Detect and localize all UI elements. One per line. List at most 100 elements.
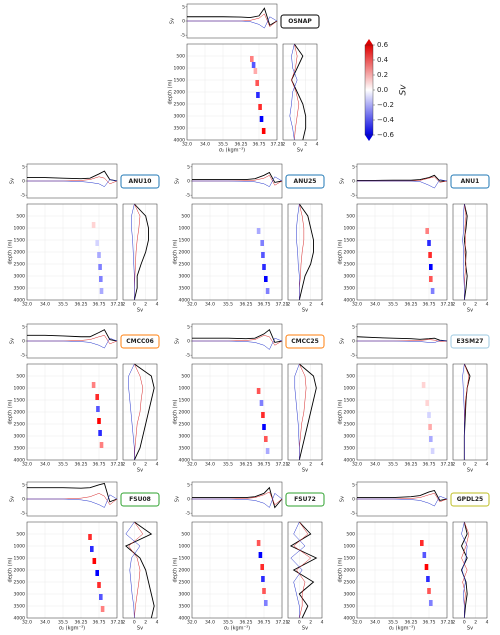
x-tick-label: 36.25	[405, 462, 418, 468]
top-line	[357, 179, 448, 189]
y-tick-label: 3000	[14, 592, 26, 598]
profile-tick-label: 2	[309, 302, 312, 308]
profile-line	[131, 203, 135, 300]
top-line	[357, 489, 448, 501]
x-tick-label: 37.25	[441, 462, 454, 468]
panel-title: GPDL25	[457, 496, 483, 503]
profile-x-label: Sv	[302, 626, 308, 632]
title-box	[120, 492, 160, 507]
profile-frame	[287, 363, 323, 461]
heat-cell	[425, 400, 429, 406]
x-tick-label: 32.0	[22, 462, 32, 468]
y-tick-label: 3500	[344, 446, 356, 452]
y-tick-label: 2000	[344, 250, 356, 256]
heat-cell	[430, 288, 435, 294]
y-tick-label: 1000	[14, 544, 26, 550]
y-tick-label: 3000	[174, 114, 186, 120]
cb-tick-label: −0.6	[377, 131, 395, 139]
y-label: depth (m)	[338, 239, 344, 264]
panel: -5 0 5 Sv CMCC25 500 1000 1500 2000 2500 3000 3500 4…	[173, 323, 325, 474]
y-tick-label: 1000	[179, 386, 191, 392]
profile-tick-label: 0	[133, 302, 136, 308]
y-tick-label: 2500	[14, 262, 26, 268]
profile-line	[134, 363, 144, 461]
y-label: depth (m)	[8, 239, 14, 264]
profile-line	[289, 43, 298, 141]
x-tick-label: 36.75	[423, 462, 436, 468]
y-tick-label: 500	[16, 374, 25, 380]
top-y-tick-label: -5	[351, 353, 356, 359]
profile-x-label: Sv	[137, 626, 143, 632]
title-box	[120, 174, 160, 189]
x-tick-label: 32.0	[352, 620, 362, 626]
x-tick-label: 34.0	[40, 462, 50, 468]
x-tick-label: 36.25	[75, 462, 88, 468]
y-tick-label: 3000	[344, 274, 356, 280]
y-label: depth (m)	[8, 399, 14, 424]
top-y-tick-label: 5	[182, 4, 185, 10]
heat-cell	[429, 436, 433, 442]
heat-cell	[256, 540, 261, 546]
heat-cell	[88, 534, 92, 540]
heat-cell	[256, 92, 260, 98]
profile-tick-label: 2	[474, 620, 477, 626]
y-tick-label: 500	[16, 532, 25, 538]
heat-cell	[256, 228, 261, 234]
panel: -5 0 5 Sv GPDL25 500 1000 1500 2000 2500 3000 3500 4…	[338, 481, 490, 632]
profile-tick-label: 0	[463, 462, 466, 468]
profile-tick-label: 0	[133, 462, 136, 468]
heat-cell	[264, 436, 268, 442]
y-label: depth (m)	[338, 557, 344, 582]
title-box	[450, 174, 490, 189]
top-y-label: Sv	[340, 178, 346, 184]
profile-line	[461, 521, 470, 618]
top-line	[192, 492, 283, 508]
y-tick-label: 3000	[14, 434, 26, 440]
y-tick-label: 500	[346, 374, 355, 380]
cb-label: Sv	[399, 84, 409, 96]
profile-frame	[452, 203, 488, 301]
profile-line	[463, 203, 468, 301]
top-y-tick-label: -5	[186, 193, 191, 199]
x-tick-label: 36.25	[235, 142, 248, 148]
x-tick-label: 37.25	[441, 620, 454, 626]
profile-x-label: Sv	[302, 308, 308, 314]
x-tick-label: 32.0	[352, 462, 362, 468]
y-tick-label: 1500	[179, 398, 191, 404]
title-box	[280, 14, 320, 29]
profile-tick-label: -2	[286, 620, 291, 626]
profile-tick-label: 0	[298, 462, 301, 468]
heat-cell	[425, 228, 429, 234]
x-tick-label: 34.0	[370, 462, 380, 468]
heat-frame	[191, 203, 283, 301]
y-tick-label: 3500	[179, 446, 191, 452]
profile-tick-label: -2	[451, 620, 456, 626]
panel-title: E3SM27	[457, 338, 484, 345]
profile-tick-label: 2	[309, 462, 312, 468]
profile-tick-label: 2	[474, 462, 477, 468]
profile-line	[293, 521, 312, 619]
profile-tick-label: 0	[298, 620, 301, 626]
y-tick-label: 4000	[179, 458, 191, 464]
heat-cell	[256, 388, 261, 394]
profile-line	[462, 363, 465, 460]
cb-tick-label: 0.0	[377, 86, 388, 94]
profile-tick-label: 4	[321, 620, 324, 626]
y-tick-label: 3500	[174, 126, 186, 132]
x-tick-label: 36.75	[93, 620, 106, 626]
y-tick-label: 500	[16, 214, 25, 220]
profile-tick-label: -2	[286, 462, 291, 468]
top-y-label: Sv	[175, 496, 181, 502]
cb-top	[365, 39, 373, 45]
heat-cell	[259, 400, 264, 406]
top-line	[27, 337, 118, 349]
y-tick-label: 3500	[344, 286, 356, 292]
heat-cell	[422, 552, 427, 558]
profile-x-label: Sv	[297, 148, 303, 154]
x-tick-label: 37.25	[271, 142, 284, 148]
cb-tick-label: −0.2	[377, 101, 394, 109]
